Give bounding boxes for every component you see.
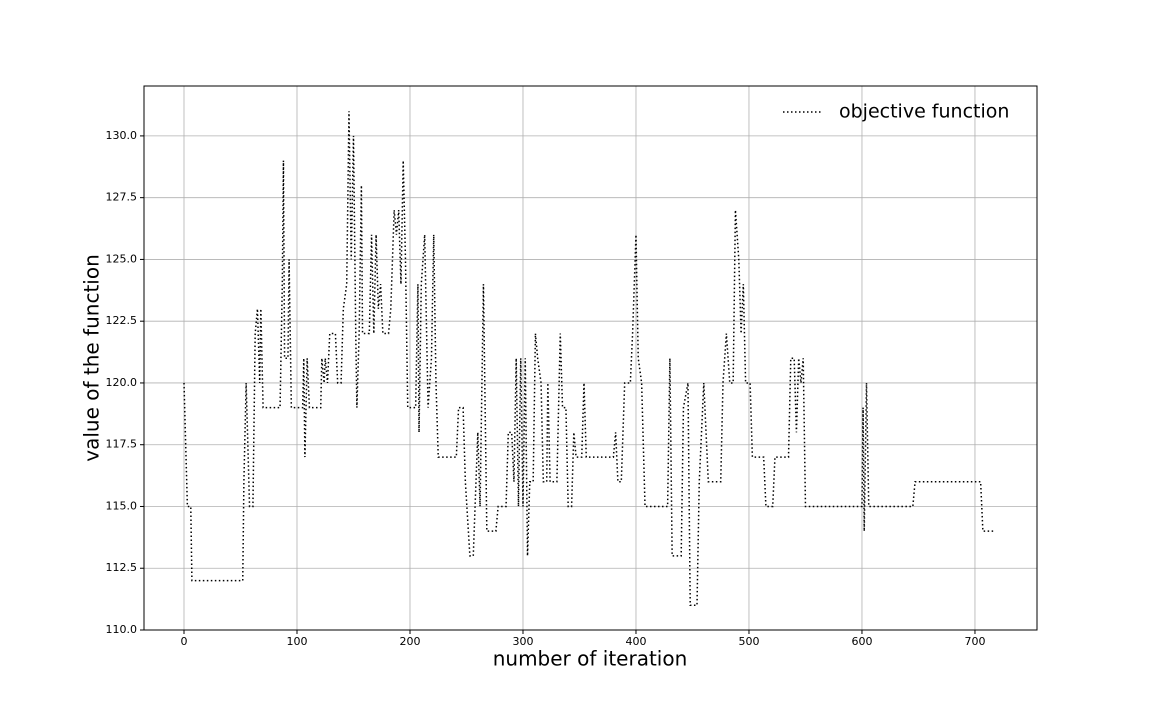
y-tick-label: 112.5 — [106, 561, 138, 574]
x-tick-label: 400 — [625, 635, 646, 648]
y-tick-label: 110.0 — [106, 623, 138, 636]
x-tick-label: 500 — [738, 635, 759, 648]
x-tick-label: 100 — [286, 635, 307, 648]
x-tick-label: 0 — [181, 635, 188, 648]
y-tick-label: 127.5 — [106, 191, 138, 204]
y-tick-label: 130.0 — [106, 129, 138, 142]
plot-frame — [143, 85, 1038, 631]
line-series — [183, 111, 996, 607]
x-tick-label: 200 — [399, 635, 420, 648]
x-tick-label: 300 — [512, 635, 533, 648]
y-tick-label: 117.5 — [106, 438, 138, 451]
y-tick-label: 125.0 — [106, 252, 138, 265]
y-tick-label: 122.5 — [106, 314, 138, 327]
y-tick-label: 120.0 — [106, 376, 138, 389]
x-axis-label: number of iteration — [493, 647, 688, 671]
x-tick-label: 600 — [851, 635, 872, 648]
y-tick-label: 115.0 — [106, 499, 138, 512]
legend-label: objective function — [839, 101, 1009, 123]
y-axis-label: value of the function — [80, 254, 104, 462]
x-tick-label: 700 — [964, 635, 985, 648]
